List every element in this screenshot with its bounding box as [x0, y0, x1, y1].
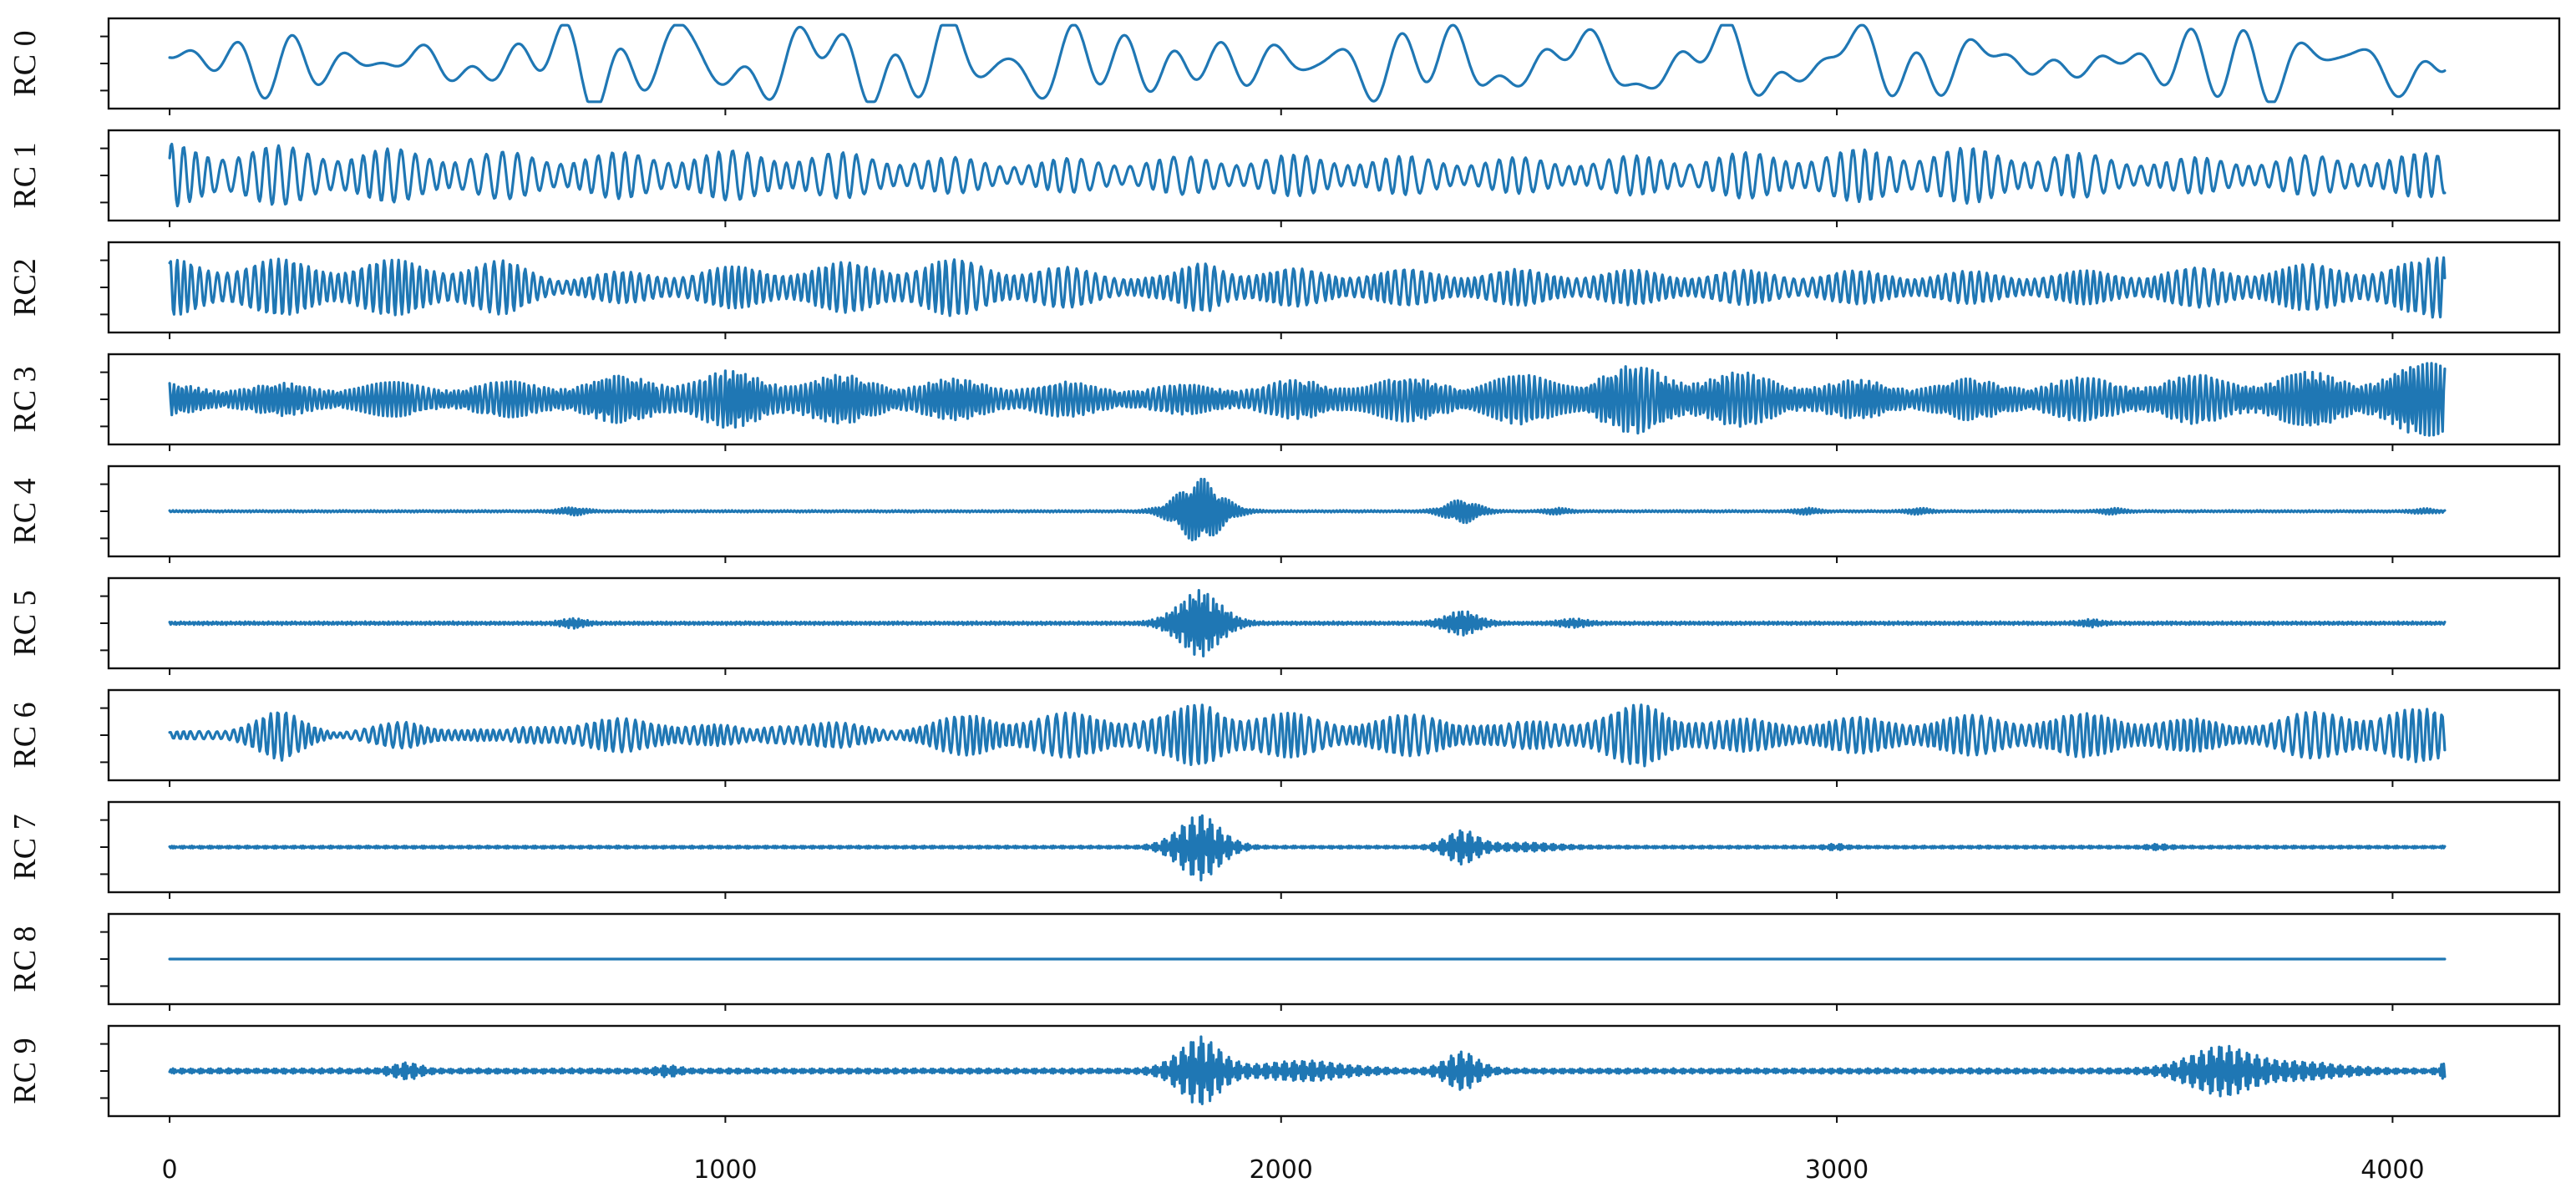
series-line-rc9 — [168, 1035, 2447, 1105]
x-tick-label: 2000 — [1250, 1155, 1313, 1185]
panel-3: RC 3 — [8, 353, 2561, 451]
x-tick-label: 3000 — [1805, 1155, 1869, 1185]
series-line-rc7 — [168, 814, 2447, 882]
panel-8: RC 8 — [8, 912, 2561, 1011]
series-label: RC 7 — [8, 814, 43, 880]
series-label: RC 1 — [8, 142, 43, 208]
series-label: RC 0 — [8, 30, 43, 96]
panel-9: RC 9 — [8, 1024, 2561, 1123]
series-line-rc2 — [168, 256, 2447, 319]
panel-2: RC2 — [8, 241, 2561, 339]
x-tick-label: 0 — [162, 1155, 178, 1185]
series-line-rc1 — [168, 142, 2447, 208]
panel-6: RC 6 — [8, 688, 2561, 787]
series-label: RC 5 — [8, 590, 43, 656]
panel-0: RC 0 — [8, 17, 2561, 115]
panel-5: RC 5 — [8, 576, 2561, 675]
series-line-rc4 — [168, 477, 2447, 541]
panel-frame — [107, 17, 2561, 110]
series-label: RC2 — [8, 258, 43, 317]
x-tick-label: 4000 — [2360, 1155, 2424, 1185]
series-line-rc0 — [168, 23, 2447, 104]
series-line-rc6 — [168, 703, 2447, 768]
x-tick-label: 1000 — [693, 1155, 757, 1185]
series-label: RC 3 — [8, 366, 43, 432]
series-label: RC 6 — [8, 702, 43, 768]
panel-4: RC 4 — [8, 464, 2561, 563]
series-label: RC 4 — [8, 478, 43, 544]
series-line-rc3 — [168, 362, 2447, 437]
series-label: RC 9 — [8, 1038, 43, 1104]
panel-1: RC 1 — [8, 129, 2561, 227]
series-label: RC 8 — [8, 926, 43, 992]
series-line-rc5 — [168, 589, 2447, 657]
panel-7: RC 7 — [8, 800, 2561, 899]
